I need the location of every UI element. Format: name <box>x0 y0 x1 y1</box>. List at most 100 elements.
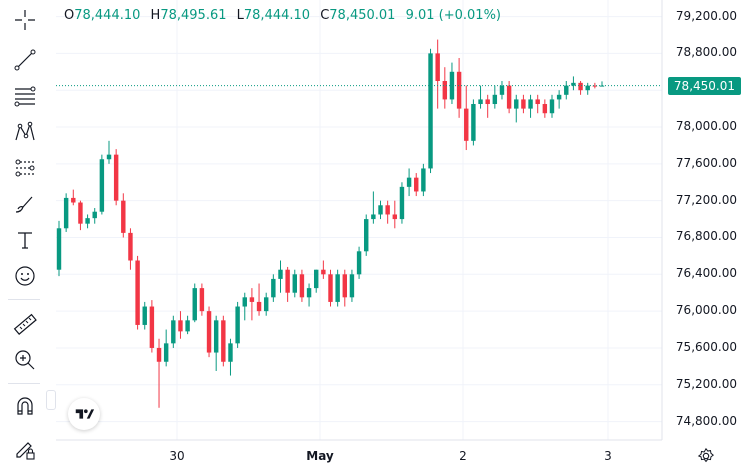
candle-body <box>356 251 362 275</box>
trend-line-icon[interactable] <box>7 42 43 78</box>
low-key: L <box>236 8 244 23</box>
time-tick-label: 2 <box>459 449 467 463</box>
candle-body <box>92 211 97 219</box>
candle-body <box>399 186 405 220</box>
candle-body <box>528 99 533 109</box>
candle-body <box>56 228 62 270</box>
candle-body <box>85 218 90 224</box>
text-icon[interactable] <box>7 222 43 258</box>
candle-body <box>235 306 240 344</box>
candle-body <box>485 99 490 105</box>
ruler-icon[interactable] <box>7 306 43 342</box>
pattern-icon[interactable] <box>7 114 43 150</box>
candle-body <box>171 320 176 344</box>
candle-body <box>71 197 76 203</box>
candle-body <box>221 320 226 362</box>
candle-body <box>242 297 247 307</box>
candle-body <box>549 99 555 114</box>
price-tick-label: 76,400.00 <box>675 266 737 281</box>
price-tick-label: 75,200.00 <box>675 376 737 391</box>
candle-body <box>464 108 469 141</box>
fib-retracement-icon[interactable] <box>7 78 43 114</box>
candle-body <box>206 311 212 353</box>
toolbar-divider <box>8 383 40 384</box>
crosshair-icon[interactable] <box>7 2 43 38</box>
candle-body <box>478 99 483 105</box>
toolbar-collapse-handle[interactable] <box>46 390 56 410</box>
candle-body <box>449 71 455 100</box>
candle-body <box>99 159 105 212</box>
candle-body <box>199 288 205 312</box>
drawing-toolbar <box>0 0 46 470</box>
candle-body <box>285 269 290 293</box>
brush-icon[interactable] <box>7 186 43 222</box>
candle-body <box>535 99 540 105</box>
candle-body <box>392 214 398 220</box>
candle-body <box>78 202 83 224</box>
open-key: O <box>64 8 75 23</box>
price-tick-label: 74,800.00 <box>675 413 737 428</box>
candle-body <box>213 320 219 353</box>
candle-body <box>499 85 505 95</box>
candle-body <box>135 260 140 325</box>
forecast-icon[interactable] <box>7 150 43 186</box>
gear-icon[interactable] <box>696 446 716 466</box>
candle-body <box>278 269 283 279</box>
last-price-badge: 78,450.01 <box>667 76 741 95</box>
candle-body <box>564 85 569 95</box>
candle-body <box>521 99 526 109</box>
candle-body <box>592 85 598 87</box>
emoji-icon[interactable] <box>7 258 43 294</box>
candle-body <box>113 154 119 201</box>
candle-body <box>228 343 233 362</box>
low-value: 78,444.10 <box>243 8 311 23</box>
candle-body <box>299 274 305 298</box>
candle-body <box>542 104 548 114</box>
price-tick-label: 76,000.00 <box>675 303 737 318</box>
candle-body <box>385 205 390 215</box>
candle-body <box>342 274 348 298</box>
candle-body <box>421 168 426 192</box>
price-tick-label: 79,200.00 <box>675 8 737 23</box>
candle-body <box>471 104 476 141</box>
candle-body <box>249 297 255 302</box>
time-tick-label: 30 <box>169 449 185 463</box>
tradingview-logo[interactable] <box>68 398 100 430</box>
time-tick-label: 3 <box>604 449 612 463</box>
candle-body <box>335 274 340 302</box>
candle-body <box>435 53 440 82</box>
candle-body <box>492 94 498 105</box>
price-tick-label: 75,600.00 <box>675 339 737 354</box>
candle-body <box>128 232 133 261</box>
change-value: 9.01 (+0.01%) <box>405 8 502 23</box>
candle-body <box>442 81 448 100</box>
candle-body <box>313 269 319 289</box>
candle-body <box>256 301 262 312</box>
candle-body <box>506 85 512 109</box>
lock-draw-icon[interactable] <box>7 430 43 466</box>
high-key: H <box>150 8 161 23</box>
candle-body <box>185 320 190 332</box>
candle-body <box>328 274 333 302</box>
candle-body <box>156 347 162 362</box>
candle-body <box>306 288 312 298</box>
candle-body <box>571 82 576 86</box>
close-value: 78,450.01 <box>329 8 396 23</box>
candle-body <box>406 177 412 187</box>
candle-body <box>349 274 355 298</box>
candle-body <box>514 99 519 109</box>
zoom-in-icon[interactable] <box>7 342 43 378</box>
open-value: 78,444.10 <box>74 8 141 23</box>
price-tick-label: 77,600.00 <box>675 155 737 170</box>
close-key: C <box>320 8 330 23</box>
candle-body <box>585 85 590 91</box>
price-tick-label: 76,800.00 <box>675 229 737 244</box>
candle-body <box>578 82 583 91</box>
candle-body <box>263 297 269 312</box>
candle-body <box>142 306 147 325</box>
candle-body <box>163 343 169 362</box>
candle-body <box>178 320 183 332</box>
magnet-icon[interactable] <box>7 390 43 426</box>
candle-body <box>414 177 419 192</box>
